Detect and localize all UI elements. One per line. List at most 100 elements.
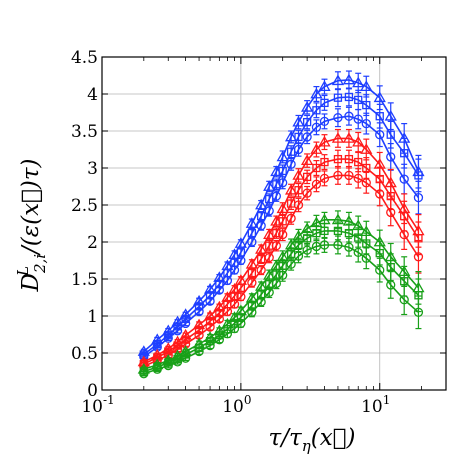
data-point: [263, 228, 276, 240]
x-axis-label-vec: x⃗: [320, 425, 347, 451]
data-point: [331, 132, 345, 143]
data-point: [229, 323, 240, 334]
data-point: [247, 228, 257, 238]
data-point: [318, 80, 331, 91]
data-point: [302, 245, 312, 255]
data-point: [344, 111, 354, 121]
data-point: [163, 333, 173, 343]
data-point: [333, 240, 343, 250]
data-point: [278, 166, 287, 176]
data-point: [362, 163, 371, 173]
data-point: [265, 194, 274, 204]
x-tick-label-exp: 1: [383, 393, 391, 407]
x-axis-label-sub: η: [302, 437, 311, 455]
x-tick-label: 100: [222, 393, 251, 417]
data-point: [205, 322, 215, 332]
data-point: [292, 169, 305, 180]
data-point: [353, 173, 363, 184]
data-point: [362, 239, 371, 248]
data-point: [320, 157, 329, 167]
x-tick-label: 10-1: [81, 393, 114, 417]
data-point: [172, 357, 183, 367]
data-point: [229, 299, 240, 309]
data-point: [256, 221, 266, 231]
data-point: [163, 360, 173, 371]
data-point: [284, 183, 298, 195]
data-point: [386, 130, 395, 139]
data-point: [342, 132, 356, 143]
data-point: [294, 186, 303, 195]
data-point: [318, 135, 331, 147]
data-point: [294, 132, 303, 142]
data-point: [256, 265, 266, 275]
data-point: [302, 117, 312, 127]
data-point: [286, 213, 296, 223]
data-point: [245, 217, 258, 228]
data-point: [386, 280, 396, 290]
data-point: [360, 80, 373, 91]
data-point: [399, 174, 409, 184]
data-point: [384, 109, 397, 121]
data-point: [320, 226, 329, 236]
data-point: [354, 157, 363, 167]
data-point: [263, 180, 276, 191]
data-point: [319, 116, 330, 127]
data-point: [360, 143, 373, 154]
data-point: [256, 297, 266, 307]
data-point: [264, 206, 274, 216]
data-point: [236, 292, 246, 302]
data-point: [276, 150, 289, 162]
plot-frame: [101, 56, 447, 391]
data-point: [413, 192, 424, 203]
data-point: [311, 179, 322, 189]
data-point: [302, 188, 312, 198]
data-point: [257, 211, 266, 221]
data-point: [375, 189, 385, 199]
data-point: [194, 346, 204, 357]
data-point: [180, 318, 191, 329]
x-tick-label-exp: 0: [244, 393, 252, 407]
data-point: [400, 149, 409, 158]
data-point: [293, 144, 304, 155]
data-point: [245, 257, 258, 269]
ticks: [101, 56, 446, 391]
data-point: [301, 154, 314, 166]
data-point: [272, 228, 281, 238]
data-point: [276, 202, 289, 214]
data-point: [278, 178, 288, 188]
data-point: [361, 118, 371, 129]
data-point: [301, 101, 314, 112]
data-point: [205, 340, 215, 351]
data-point: [302, 234, 312, 243]
data-point: [373, 91, 386, 103]
y-axis-label: D2,iL/(ε(x⃗)τ): [14, 158, 49, 292]
data-point: [236, 283, 246, 293]
data-point: [399, 295, 409, 305]
tick-labels: 00.511.522.533.544.510-1 100 101: [71, 48, 390, 417]
data-point: [344, 170, 354, 181]
data-point: [286, 259, 296, 269]
y-tick-label: 1.5: [71, 270, 98, 290]
data-point: [205, 296, 215, 306]
data-point: [180, 353, 191, 363]
x-tick-label-base: 10: [361, 397, 383, 417]
data-point: [234, 237, 247, 248]
data-point: [310, 87, 323, 99]
data-point: [271, 241, 281, 251]
data-point: [312, 106, 321, 115]
data-point: [271, 191, 281, 201]
data-point: [344, 154, 354, 164]
data-point: [222, 275, 233, 286]
data-point: [214, 335, 225, 345]
data-point: [264, 287, 274, 297]
data-point: [353, 247, 363, 258]
data-point: [236, 318, 246, 329]
x-tick-label: 101: [361, 393, 390, 417]
data-point: [247, 307, 257, 317]
series-2: [139, 106, 424, 362]
series-layer: [137, 70, 425, 379]
data-point: [333, 226, 343, 236]
data-point: [292, 115, 305, 127]
y-tick-label: 2: [87, 233, 98, 253]
data-point: [264, 252, 274, 263]
